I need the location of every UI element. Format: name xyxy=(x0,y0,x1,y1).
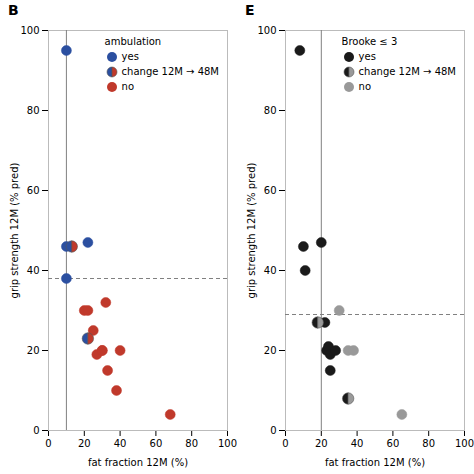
svg-text:grip strength 12M (% pred): grip strength 12M (% pred) xyxy=(246,163,257,299)
html-text:ambulation: ambulation xyxy=(104,36,162,47)
html-text:B: B xyxy=(8,2,19,18)
svg-text:0: 0 xyxy=(282,438,288,449)
svg-text:0: 0 xyxy=(270,425,276,436)
svg-text:100: 100 xyxy=(257,25,276,36)
html-text:yes: yes xyxy=(121,51,139,62)
html-text:no: no xyxy=(121,81,134,92)
svg-text:20: 20 xyxy=(264,345,277,356)
svg-text:80: 80 xyxy=(264,105,277,116)
svg-text:60: 60 xyxy=(264,185,277,196)
svg-text:100: 100 xyxy=(455,438,474,449)
svg-text:100: 100 xyxy=(218,438,237,449)
html-text:no: no xyxy=(358,81,371,92)
html-text:change 12M → 48M: change 12M → 48M xyxy=(121,66,219,77)
svg-text:grip strength 12M (% pred): grip strength 12M (% pred) xyxy=(9,163,20,299)
svg-text:20: 20 xyxy=(27,345,40,356)
svg-text:40: 40 xyxy=(27,265,40,276)
svg-text:60: 60 xyxy=(150,438,163,449)
svg-text:40: 40 xyxy=(264,265,277,276)
html-text:yes: yes xyxy=(358,51,376,62)
svg-text:80: 80 xyxy=(185,438,198,449)
svg-text:40: 40 xyxy=(114,438,127,449)
svg-text:0: 0 xyxy=(45,438,51,449)
svg-text:fat fraction 12M (%): fat fraction 12M (%) xyxy=(88,457,188,468)
svg-text:20: 20 xyxy=(315,438,328,449)
html-text:change 12M → 48M: change 12M → 48M xyxy=(358,66,456,77)
svg-text:60: 60 xyxy=(387,438,400,449)
svg-text:80: 80 xyxy=(27,105,40,116)
svg-text:fat fraction 12M (%): fat fraction 12M (%) xyxy=(325,457,425,468)
svg-text:20: 20 xyxy=(78,438,91,449)
svg-text:100: 100 xyxy=(20,25,39,36)
svg-text:0: 0 xyxy=(33,425,39,436)
html-text:Brooke ≤ 3: Brooke ≤ 3 xyxy=(341,36,398,47)
svg-text:60: 60 xyxy=(27,185,40,196)
svg-text:80: 80 xyxy=(422,438,435,449)
html-text:E: E xyxy=(245,2,255,18)
svg-text:40: 40 xyxy=(351,438,364,449)
